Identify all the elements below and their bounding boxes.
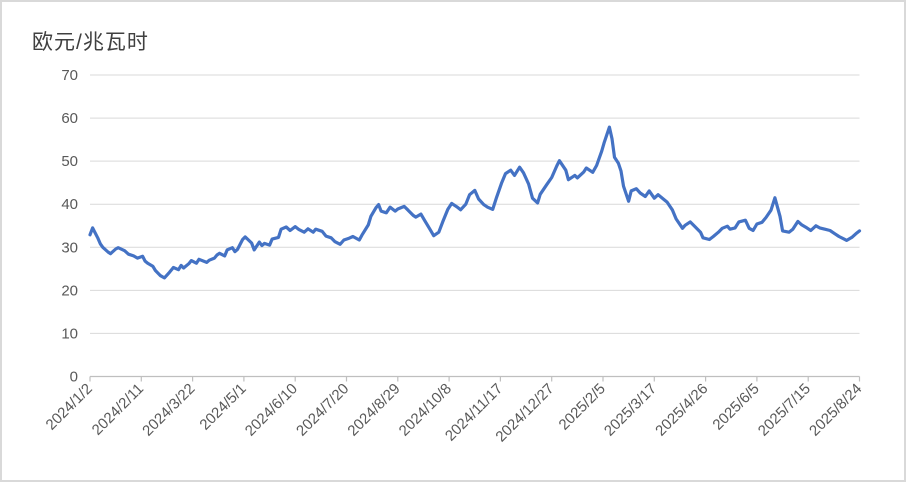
x-axis-tick-label: 2024/3/22 bbox=[139, 380, 198, 439]
x-axis-tick-label: 2024/2/11 bbox=[89, 380, 147, 438]
y-axis-tick-label: 50 bbox=[61, 153, 78, 170]
x-axis-tick-label: 2025/3/17 bbox=[601, 380, 660, 439]
y-axis-tick-label: 40 bbox=[61, 196, 78, 213]
y-axis-tick-label: 0 bbox=[70, 369, 78, 386]
x-axis-tick-label: 2024/1/2 bbox=[43, 380, 96, 433]
x-axis-tick-label: 2025/7/15 bbox=[755, 380, 814, 439]
y-axis-tick-label: 30 bbox=[61, 239, 78, 256]
y-axis-tick-label: 60 bbox=[61, 110, 78, 127]
y-axis-tick-label: 70 bbox=[61, 67, 78, 84]
x-axis-tick-label: 2024/6/10 bbox=[242, 380, 301, 439]
x-axis-tick-label: 2024/8/29 bbox=[344, 380, 403, 439]
x-axis-tick-label: 2024/7/20 bbox=[293, 380, 352, 439]
x-axis-tick-label: 2025/4/26 bbox=[652, 380, 711, 439]
x-axis-tick-label: 2025/6/5 bbox=[709, 380, 762, 433]
chart-title: 欧元/兆瓦时 bbox=[32, 31, 149, 54]
y-axis-tick-label: 10 bbox=[61, 325, 78, 342]
price-series-line bbox=[88, 125, 862, 280]
x-axis-tick-label: 2025/8/24 bbox=[806, 380, 865, 439]
x-axis-tick-label: 2024/5/1 bbox=[196, 380, 249, 433]
x-axis-tick-label: 2025/2/5 bbox=[556, 380, 609, 433]
y-axis-tick-label: 20 bbox=[61, 282, 78, 299]
